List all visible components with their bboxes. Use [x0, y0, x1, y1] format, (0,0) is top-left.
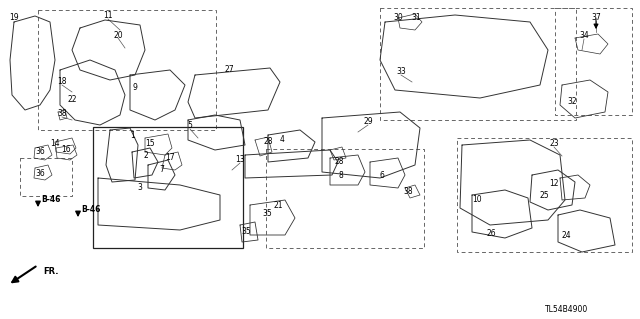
Text: 24: 24 — [561, 232, 571, 241]
Text: 23: 23 — [549, 139, 559, 149]
Bar — [20, 158, 72, 196]
Text: 16: 16 — [61, 145, 71, 154]
Bar — [266, 149, 424, 248]
Text: B-46: B-46 — [41, 195, 60, 204]
Text: 34: 34 — [579, 32, 589, 41]
Text: 35: 35 — [241, 227, 251, 236]
Text: B-46: B-46 — [81, 205, 100, 214]
Text: 32: 32 — [567, 98, 577, 107]
Text: 22: 22 — [67, 95, 77, 105]
Text: 9: 9 — [132, 83, 138, 92]
Text: 6: 6 — [380, 170, 385, 180]
Text: 21: 21 — [273, 201, 283, 210]
Bar — [457, 138, 632, 252]
Text: 3: 3 — [138, 183, 143, 192]
Text: 18: 18 — [57, 78, 67, 86]
Bar — [555, 8, 632, 115]
Bar — [93, 127, 243, 248]
Text: TL54B4900: TL54B4900 — [545, 305, 588, 314]
Text: 13: 13 — [235, 155, 245, 165]
Text: 12: 12 — [549, 179, 559, 188]
Text: 8: 8 — [339, 170, 344, 180]
Text: 26: 26 — [486, 228, 496, 238]
Text: 28: 28 — [334, 158, 344, 167]
Text: 28: 28 — [263, 137, 273, 146]
Text: 11: 11 — [103, 11, 113, 19]
Text: 30: 30 — [393, 13, 403, 23]
Text: 4: 4 — [280, 136, 284, 145]
Text: 14: 14 — [50, 139, 60, 149]
Text: 29: 29 — [363, 117, 373, 127]
Text: 38: 38 — [57, 109, 67, 118]
Bar — [38, 10, 216, 130]
Text: 35: 35 — [262, 209, 272, 218]
Text: 7: 7 — [159, 166, 164, 174]
Text: 1: 1 — [131, 131, 136, 140]
Text: 33: 33 — [396, 68, 406, 77]
Text: 27: 27 — [224, 65, 234, 75]
Text: 17: 17 — [165, 153, 175, 162]
Bar — [380, 8, 576, 120]
Text: 36: 36 — [35, 147, 45, 157]
Text: 5: 5 — [188, 122, 193, 130]
Text: 36: 36 — [35, 169, 45, 179]
Text: 37: 37 — [591, 13, 601, 23]
Text: 31: 31 — [411, 13, 421, 23]
Text: 20: 20 — [113, 31, 123, 40]
Text: 10: 10 — [472, 195, 482, 204]
Text: 38: 38 — [403, 188, 413, 197]
Text: 25: 25 — [539, 190, 549, 199]
Text: 19: 19 — [9, 13, 19, 23]
Text: FR.: FR. — [43, 267, 58, 276]
Text: 2: 2 — [143, 151, 148, 160]
Text: 15: 15 — [145, 139, 155, 149]
